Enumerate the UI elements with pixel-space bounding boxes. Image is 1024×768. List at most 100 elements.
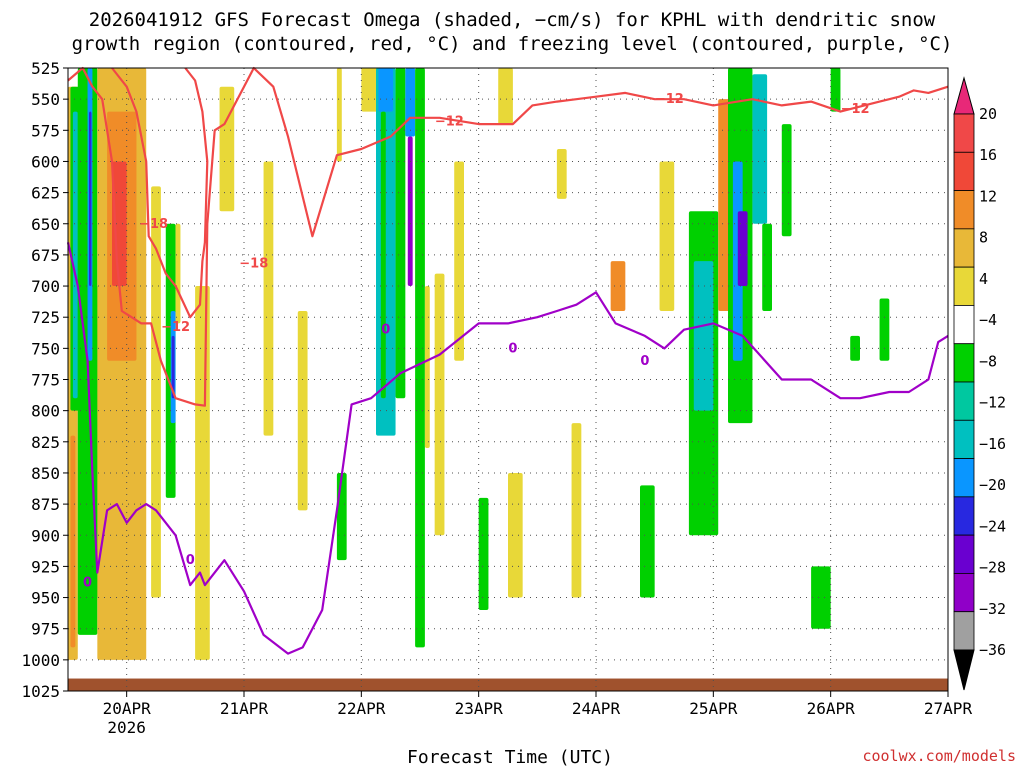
- colorbar-segment-2: [953, 190, 975, 230]
- contour-dgz-minus18: [111, 67, 209, 319]
- colorbar-label-12: −32: [979, 600, 1006, 618]
- omega-shade-50: [811, 566, 831, 629]
- colorbar-segment-8: [953, 419, 975, 459]
- y-tick-label-975: 975: [31, 620, 60, 639]
- y-tick-label-875: 875: [31, 495, 60, 514]
- credit-text: coolwx.com/models: [862, 747, 1016, 765]
- contour-label-freezing-level-0C-3: 0: [508, 341, 517, 356]
- contour-label-dgz-minus12-3: −12: [841, 102, 870, 117]
- colorbar-label-8: −16: [979, 435, 1006, 453]
- omega-shade-46: [737, 211, 748, 287]
- y-tick-label-550: 550: [31, 90, 60, 109]
- colorbar-segment-1: [953, 151, 975, 191]
- omega-shade-15: [175, 223, 181, 324]
- colorbar-label-1: 16: [979, 146, 997, 164]
- omega-shade-25: [380, 111, 386, 399]
- colorbar-label-11: −28: [979, 559, 1006, 577]
- colorbar-label-10: −24: [979, 517, 1006, 535]
- colorbar-segment-5: [953, 305, 975, 345]
- y-tick-label-675: 675: [31, 246, 60, 265]
- colorbar-max-triangle: [953, 76, 975, 115]
- x-tick-label-20APR: 20APR: [103, 699, 152, 718]
- omega-shade-12: [165, 223, 176, 498]
- omega-shade-49: [781, 124, 792, 237]
- x-tick-label-27APR: 27APR: [924, 699, 973, 718]
- omega-shade-27: [405, 68, 416, 137]
- colorbar-segment-0: [953, 113, 975, 153]
- omega-shade-21: [336, 472, 347, 561]
- omega-shade-24: [378, 68, 394, 112]
- y-tick-label-800: 800: [31, 402, 60, 421]
- y-tick-label-925: 925: [31, 557, 60, 576]
- x-axis-label: Forecast Time (UTC): [407, 747, 613, 768]
- colorbar-segment-3: [953, 228, 975, 268]
- omega-shade-28: [407, 136, 413, 287]
- omega-shade-48: [762, 223, 772, 311]
- y-tick-label-725: 725: [31, 308, 60, 327]
- omega-shade-51: [830, 68, 841, 112]
- colorbar-label-5: −4: [979, 311, 997, 329]
- title-line-1: 2026041912 GFS Forecast Omega (shaded, −…: [89, 9, 936, 31]
- omega-shade-18: [263, 161, 274, 436]
- contour-label-dgz-minus12-0: −12: [161, 320, 190, 335]
- y-tick-label-1025: 1025: [21, 682, 60, 701]
- omega-shade-31: [434, 273, 445, 536]
- y-tick-label-650: 650: [31, 215, 60, 234]
- x-tick-label-21APR: 21APR: [220, 699, 269, 718]
- colorbar-segment-4: [953, 266, 975, 306]
- chart-title: 2026041912 GFS Forecast Omega (shaded, −…: [72, 9, 953, 55]
- contour-label-dgz-minus18-1: −18: [239, 257, 268, 272]
- contour-label-freezing-level-0C-2: 0: [381, 323, 390, 338]
- omega-shade-53: [879, 298, 890, 361]
- omega-shade-30: [424, 286, 430, 449]
- y-axis: 525 550 575 600 625 650 675 700 725 750 775 800 825 8…: [21, 59, 68, 701]
- y-tick-label-825: 825: [31, 433, 60, 452]
- y-tick-label-900: 900: [31, 526, 60, 545]
- colorbar: 20 16 12 8 4 −4 −8 −12 −16 −20 −24 −28 −32 −36: [953, 76, 1006, 691]
- colorbar-label-6: −8: [979, 352, 997, 370]
- omega-shade-52: [850, 335, 860, 361]
- colorbar-label-9: −20: [979, 476, 1006, 494]
- y-tick-label-850: 850: [31, 464, 60, 483]
- x-tick-sublabel-year: 2026: [107, 718, 146, 737]
- omega-shade-42: [693, 261, 714, 411]
- omega-shade-1: [70, 435, 76, 648]
- x-tick-label-26APR: 26APR: [807, 699, 856, 718]
- omega-shade-3: [72, 111, 78, 399]
- omega-shade-20: [336, 68, 342, 162]
- contour-label-freezing-level-0C-1: 0: [186, 553, 195, 568]
- omega-shade-11: [151, 186, 161, 598]
- omega-shade-29: [415, 68, 425, 648]
- contour-label-freezing-level-0C-4: 0: [640, 354, 649, 369]
- contour-label-dgz-minus12-2: −12: [655, 92, 684, 107]
- y-tick-label-600: 600: [31, 152, 60, 171]
- contour-freezing-level-0C: [66, 242, 949, 655]
- omega-shade-47: [752, 74, 768, 224]
- y-tick-label-575: 575: [31, 121, 60, 140]
- contour-label-freezing-level-0C-0: 0: [83, 576, 92, 591]
- omega-shade-37: [571, 423, 582, 598]
- omega-shade-36: [556, 148, 567, 199]
- y-tick-label-1000: 1000: [21, 651, 60, 670]
- colorbar-label-7: −12: [979, 394, 1006, 412]
- omega-shade-34: [498, 68, 513, 125]
- title-line-2: growth region (contoured, red, °C) and f…: [72, 33, 953, 55]
- colorbar-label-4: 4: [979, 270, 988, 288]
- colorbar-label-13: −36: [979, 641, 1006, 659]
- omega-shade-39: [640, 485, 655, 598]
- y-tick-label-525: 525: [31, 59, 60, 78]
- y-tick-label-750: 750: [31, 339, 60, 358]
- omega-shade-16: [195, 286, 210, 660]
- colorbar-label-3: 8: [979, 229, 988, 247]
- x-tick-label-24APR: 24APR: [572, 699, 621, 718]
- y-tick-label-700: 700: [31, 277, 60, 296]
- omega-shade-17: [219, 86, 235, 212]
- colorbar-min-triangle: [953, 649, 975, 691]
- y-tick-label-775: 775: [31, 371, 60, 390]
- omega-shade-35: [508, 472, 523, 598]
- y-tick-label-625: 625: [31, 184, 60, 203]
- contour-dgz-minus12: [67, 66, 949, 407]
- x-tick-label-23APR: 23APR: [455, 699, 504, 718]
- omega-shade-6: [89, 111, 92, 287]
